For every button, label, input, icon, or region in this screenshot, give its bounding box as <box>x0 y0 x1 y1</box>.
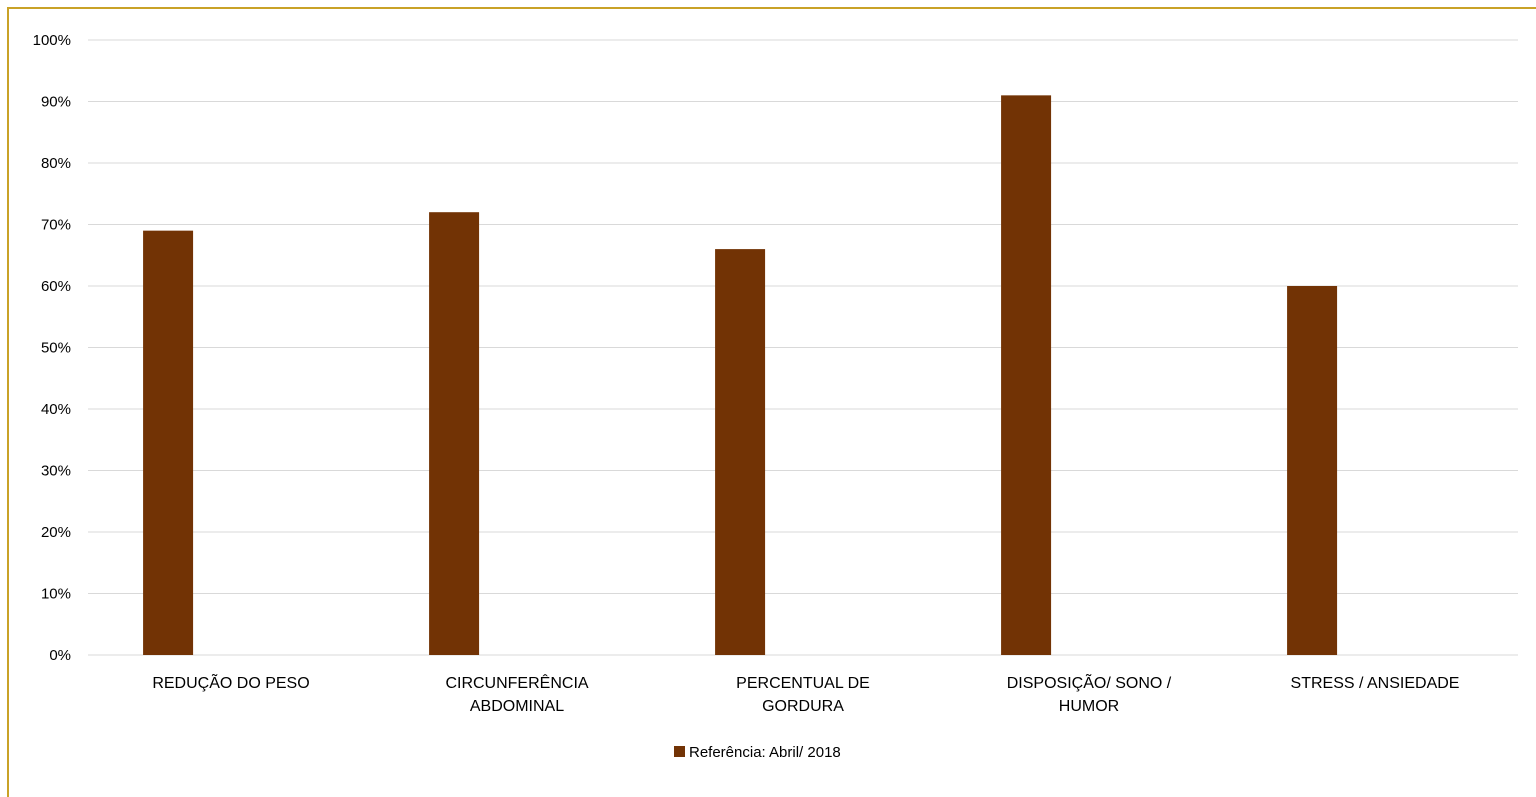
x-category-label: ABDOMINAL <box>470 698 564 715</box>
x-category-label: HUMOR <box>1059 698 1119 715</box>
x-category-label: GORDURA <box>762 698 844 715</box>
y-tick-label: 0% <box>49 647 71 664</box>
y-tick-label: 90% <box>41 94 71 111</box>
chart-frame <box>7 7 1536 797</box>
legend-swatch <box>674 746 685 757</box>
x-category-label: REDUÇÃO DO PESO <box>152 672 309 692</box>
bar <box>429 212 480 655</box>
y-tick-label: 30% <box>41 463 71 480</box>
y-tick-label: 60% <box>41 278 71 295</box>
y-tick-label: 20% <box>41 524 71 541</box>
bar <box>715 249 766 655</box>
bar <box>1287 286 1338 655</box>
y-tick-label: 70% <box>41 217 71 234</box>
y-tick-label: 10% <box>41 586 71 603</box>
x-category-label: STRESS / ANSIEDADE <box>1291 675 1460 692</box>
x-category-label: DISPOSIÇÃO/ SONO / <box>1007 672 1172 692</box>
x-category-label: CIRCUNFERÊNCIA <box>445 673 588 692</box>
y-tick-label: 50% <box>41 340 71 357</box>
legend-label: Referência: Abril/ 2018 <box>689 744 841 761</box>
y-tick-label: 80% <box>41 155 71 172</box>
bar <box>143 230 194 655</box>
y-tick-label: 40% <box>41 401 71 418</box>
x-category-label: PERCENTUAL DE <box>736 675 870 692</box>
y-tick-label: 100% <box>33 32 71 49</box>
bar <box>1001 95 1052 656</box>
